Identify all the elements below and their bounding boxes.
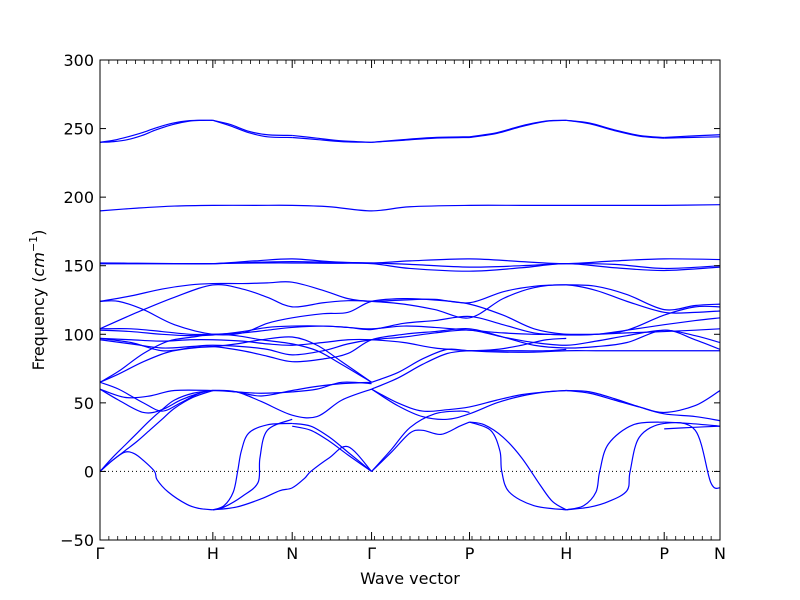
band-line-41 (212, 418, 293, 511)
x-tick-label: N (714, 544, 726, 563)
y-axis-label-exponent: −1 (27, 236, 40, 252)
band-line-49 (566, 421, 665, 511)
band-line-14 (100, 204, 720, 212)
x-axis-label: Wave vector (360, 569, 460, 588)
y-tick-label: 200 (63, 188, 94, 207)
plot-frame (99, 59, 721, 541)
band-line-26 (100, 333, 372, 383)
band-line-47 (469, 421, 567, 511)
band-line-12 (664, 134, 720, 139)
band-line-23 (100, 337, 720, 353)
x-tick-label: N (286, 544, 298, 563)
band-line-38 (100, 389, 213, 472)
series-layer (100, 119, 720, 511)
x-tick-label: H (560, 544, 572, 563)
band-line-32 (371, 337, 567, 383)
band-line-45 (371, 421, 470, 472)
y-tick-label: 150 (63, 257, 94, 276)
x-tick-label: P (659, 544, 669, 563)
band-line-42 (212, 445, 373, 511)
x-tick-label: H (207, 544, 219, 563)
band-line-40 (212, 422, 293, 511)
x-tick-label: P (465, 544, 475, 563)
band-line-13 (664, 136, 720, 139)
y-tick-label: −50 (60, 531, 94, 550)
band-line-34 (371, 388, 567, 421)
band-line-30 (100, 381, 372, 399)
band-line-17 (100, 262, 720, 272)
band-line-21 (100, 325, 720, 336)
band-line-11 (566, 119, 665, 139)
y-tick-label: 300 (63, 51, 94, 70)
band-line-46 (371, 410, 470, 472)
band-line-3 (212, 119, 293, 139)
band-line-2 (212, 119, 293, 137)
band-line-1 (100, 119, 213, 143)
y-tick-label: 50 (74, 394, 94, 413)
band-line-27 (100, 336, 372, 383)
band-line-7 (371, 136, 470, 143)
y-axis-label-unit: cm (29, 252, 48, 276)
band-line-51 (664, 425, 720, 430)
x-tick-label: Γ (96, 544, 105, 563)
band-line-39 (100, 451, 213, 511)
band-line-43 (292, 425, 372, 472)
band-line-36 (566, 389, 720, 414)
band-line-48 (469, 421, 567, 511)
y-tick-label: 100 (63, 325, 94, 344)
y-tick-label: 250 (63, 120, 94, 139)
y-axis-label-main: Frequency (29, 288, 48, 371)
band-line-9 (469, 119, 567, 139)
band-line-19 (100, 284, 720, 330)
y-axis-label: Frequency (cm−1) (27, 230, 48, 371)
band-line-18 (100, 281, 720, 311)
minor-ticks (108, 60, 712, 540)
y-tick-label: 0 (84, 462, 94, 481)
band-line-24 (100, 329, 720, 356)
band-line-44 (292, 422, 372, 472)
band-line-50 (566, 421, 720, 511)
x-tick-label: Γ (367, 544, 376, 563)
band-line-52 (664, 421, 720, 427)
band-line-5 (292, 136, 372, 143)
